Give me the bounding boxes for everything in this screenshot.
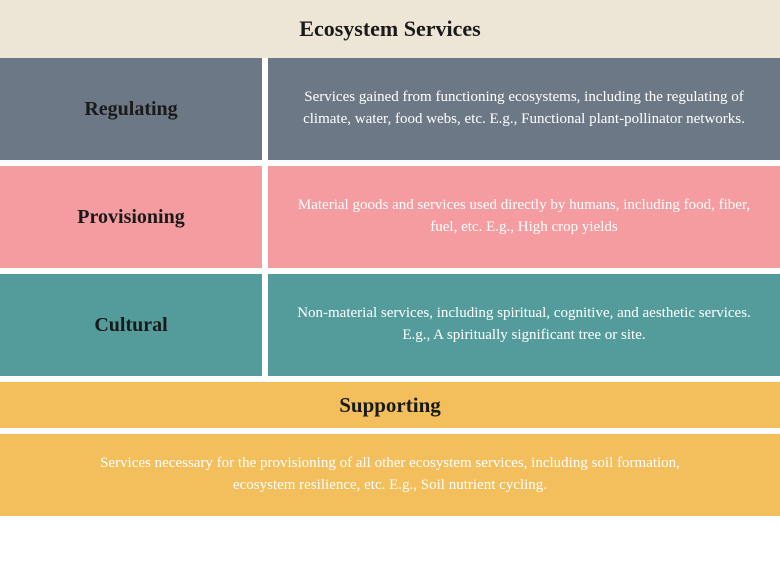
row-cultural: Cultural Non-material services, includin… [0, 274, 780, 376]
infographic-container: Ecosystem Services Regulating Services g… [0, 0, 780, 584]
supporting-desc: Services necessary for the provisioning … [0, 434, 780, 516]
row-label-provisioning: Provisioning [0, 166, 262, 268]
row-regulating: Regulating Services gained from function… [0, 58, 780, 160]
supporting-label: Supporting [0, 382, 780, 428]
page-title: Ecosystem Services [0, 0, 780, 58]
row-desc-cultural: Non-material services, including spiritu… [268, 274, 780, 376]
row-provisioning: Provisioning Material goods and services… [0, 166, 780, 268]
row-desc-regulating: Services gained from functioning ecosyst… [268, 58, 780, 160]
row-label-regulating: Regulating [0, 58, 262, 160]
row-desc-provisioning: Material goods and services used directl… [268, 166, 780, 268]
row-label-cultural: Cultural [0, 274, 262, 376]
